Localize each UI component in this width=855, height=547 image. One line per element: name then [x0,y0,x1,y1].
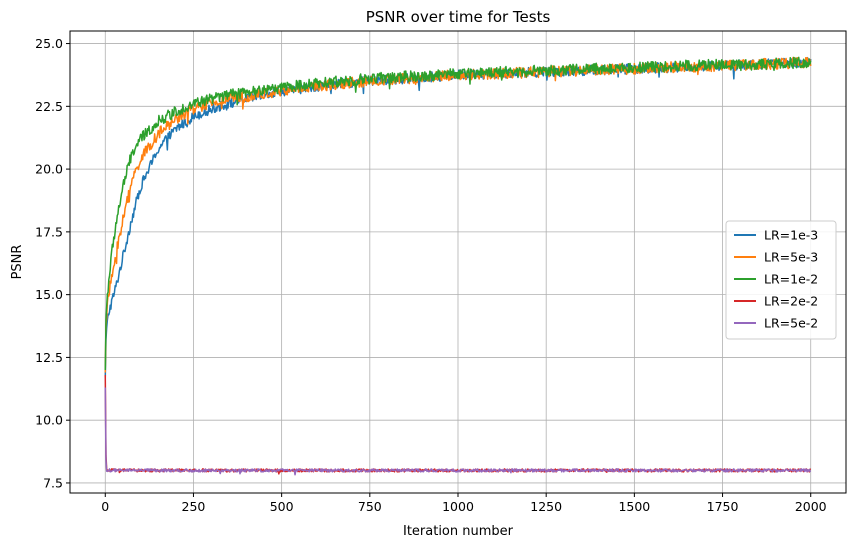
legend-label: LR=1e-3 [764,228,818,243]
legend-label: LR=1e-2 [764,272,818,287]
grid-lines [70,31,846,493]
x-tick-label: 1000 [442,499,474,514]
y-tick-label: 10.0 [35,413,63,428]
chart-title: PSNR over time for Tests [366,8,551,26]
y-axis-title: PSNR [10,245,25,280]
y-tick-label: 25.0 [35,36,63,51]
x-axis-title: Iteration number [403,524,514,539]
legend: LR=1e-3 LR=5e-3 LR=1e-2 LR=2e-2 LR=5e-2 [725,220,837,340]
x-tick-label: 1500 [618,499,650,514]
x-tick-label: 500 [270,499,294,514]
x-tick-label: 250 [182,499,206,514]
series-lines [104,56,812,476]
y-tick-label: 17.5 [35,224,63,239]
legend-box [725,220,837,340]
x-tick-label: 0 [101,499,109,514]
legend-label: LR=5e-2 [764,316,818,331]
series-line-lr-1e-2 [104,56,812,370]
y-tick-label: 15.0 [35,287,63,302]
x-tick-label: 2000 [795,499,827,514]
x-tick-label: 1250 [530,499,562,514]
x-tick-label: 1750 [707,499,739,514]
y-tick-label: 20.0 [35,162,63,177]
y-tick-label: 22.5 [35,99,63,114]
series-line-lr-5e-2 [104,387,812,476]
axis-ticks: 0 250 500 750 1000 1250 1500 1750 2000 7.5 10.0 12.… [35,36,827,514]
x-tick-label: 750 [358,499,382,514]
legend-label: LR=2e-2 [764,294,818,309]
y-tick-label: 7.5 [43,475,63,490]
y-tick-label: 12.5 [35,350,63,365]
legend-label: LR=5e-3 [764,250,818,265]
